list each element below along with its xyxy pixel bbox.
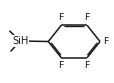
Text: F: F: [84, 13, 89, 22]
Text: SiH: SiH: [12, 36, 28, 46]
Text: F: F: [84, 61, 89, 70]
Text: F: F: [58, 61, 63, 70]
Text: F: F: [103, 37, 108, 46]
Text: F: F: [58, 13, 63, 22]
